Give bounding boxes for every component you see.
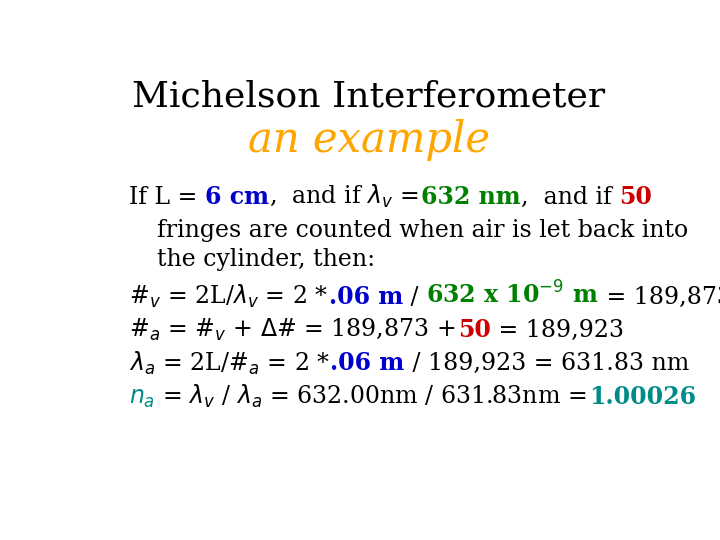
Text: /: / <box>403 286 426 309</box>
Text: = 189,873: = 189,873 <box>598 286 720 309</box>
Text: $n_a$: $n_a$ <box>129 386 155 410</box>
Text: the cylinder, then:: the cylinder, then: <box>157 248 375 272</box>
Text: ,  and if $\lambda_v$ =: , and if $\lambda_v$ = <box>269 183 421 210</box>
Text: If L =: If L = <box>129 186 205 209</box>
Text: 632 nm: 632 nm <box>421 185 521 209</box>
Text: ,  and if: , and if <box>521 186 619 209</box>
Text: .06 m: .06 m <box>330 352 405 375</box>
Text: 6 cm: 6 cm <box>205 185 269 209</box>
Text: 50: 50 <box>458 318 491 342</box>
Text: = 189,923: = 189,923 <box>491 319 624 342</box>
Text: an example: an example <box>248 119 490 161</box>
Text: $\lambda_a$ = 2L/$\#_a$ = 2 *: $\lambda_a$ = 2L/$\#_a$ = 2 * <box>129 349 330 376</box>
Text: = $\lambda_v$ / $\lambda_a$ = 632.00nm / 631.83nm =: = $\lambda_v$ / $\lambda_a$ = 632.00nm /… <box>155 383 589 410</box>
Text: Michelson Interferometer: Michelson Interferometer <box>132 79 606 113</box>
Text: fringes are counted when air is let back into: fringes are counted when air is let back… <box>157 219 688 242</box>
Text: 1.00026: 1.00026 <box>589 384 696 409</box>
Text: $\#_v$ = 2L/$\lambda_v$ = 2 *: $\#_v$ = 2L/$\lambda_v$ = 2 * <box>129 283 329 310</box>
Text: $\#_a$ = $\#_v$ + $\Delta\#$ = 189,873 +: $\#_a$ = $\#_v$ + $\Delta\#$ = 189,873 + <box>129 317 458 343</box>
Text: .06 m: .06 m <box>329 285 403 309</box>
Text: / 189,923 = 631.83 nm: / 189,923 = 631.83 nm <box>405 353 689 375</box>
Text: 632 x 10$^{-9}$ m: 632 x 10$^{-9}$ m <box>426 282 598 309</box>
Text: 50: 50 <box>619 185 652 209</box>
